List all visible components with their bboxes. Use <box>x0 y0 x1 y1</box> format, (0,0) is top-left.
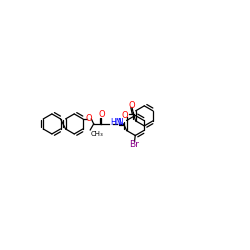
Text: CH₃: CH₃ <box>91 131 104 137</box>
Text: O: O <box>86 114 92 123</box>
Text: O: O <box>122 110 128 120</box>
Text: HN: HN <box>110 118 122 127</box>
Text: Br: Br <box>129 140 139 149</box>
Text: O: O <box>129 100 135 110</box>
Text: N: N <box>118 118 123 127</box>
Text: O: O <box>99 110 105 119</box>
